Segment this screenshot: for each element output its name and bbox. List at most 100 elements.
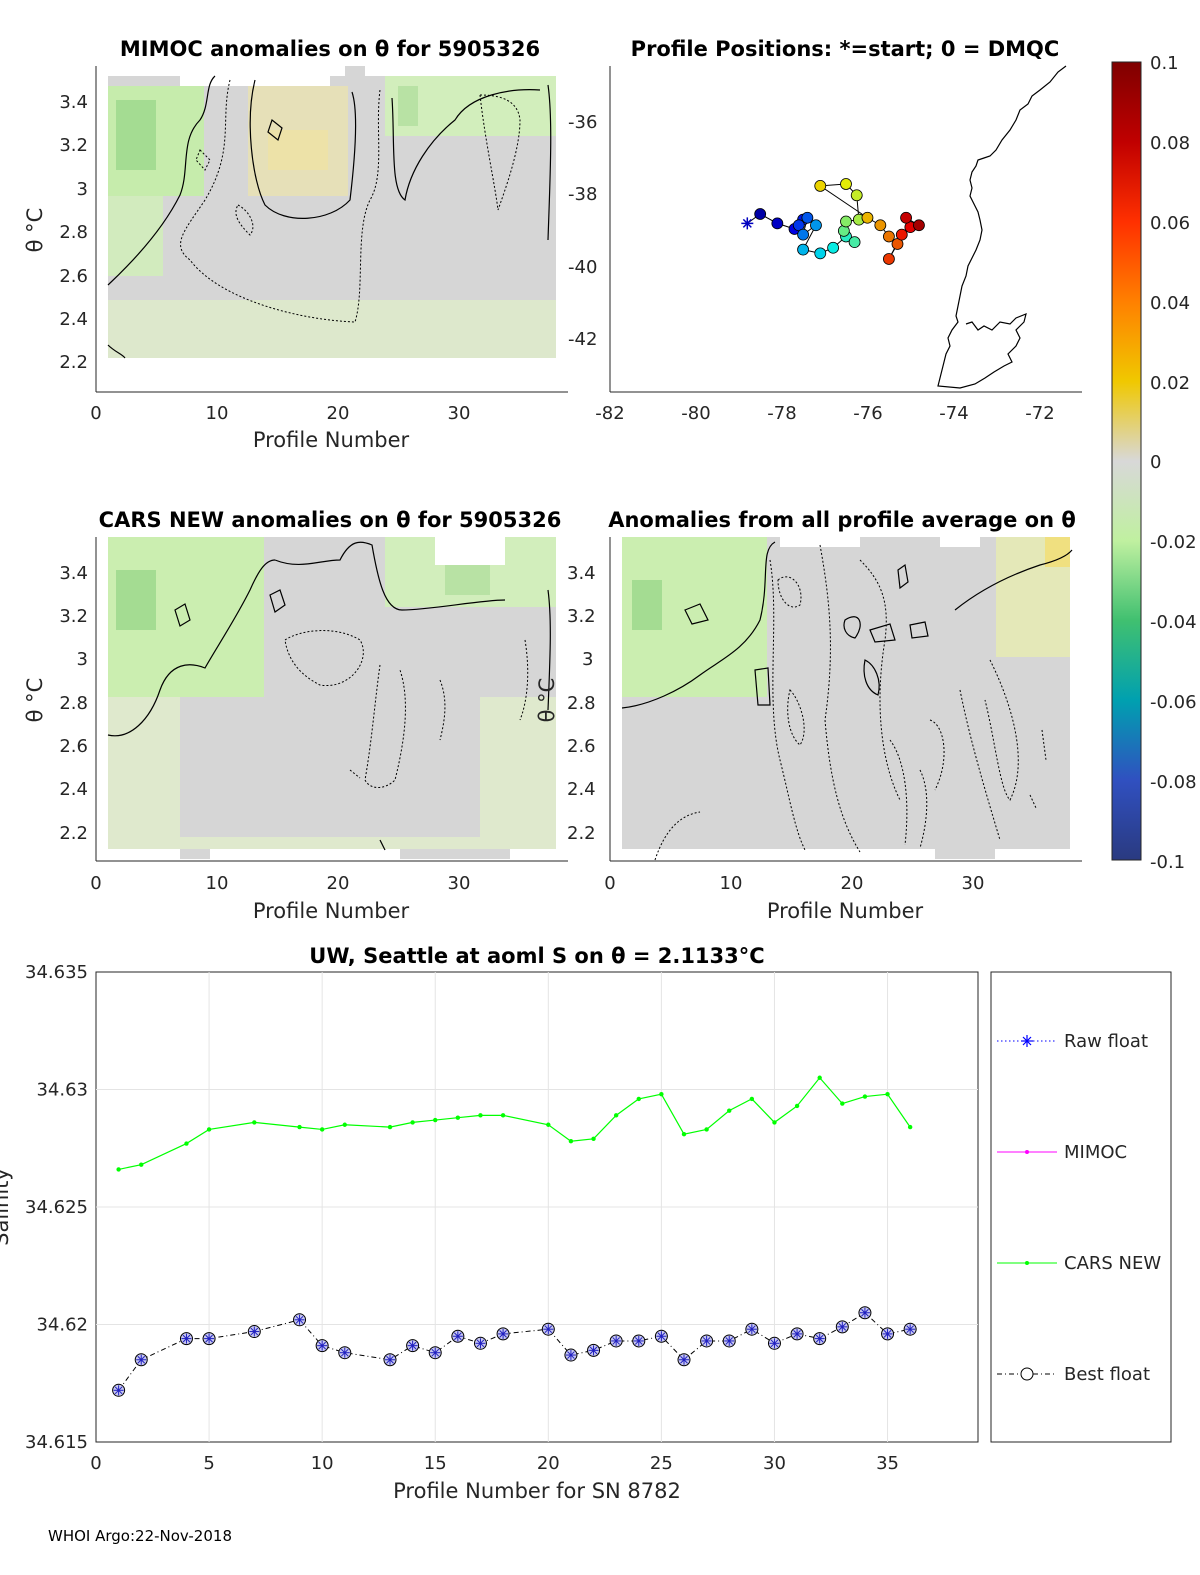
colorbar-tick: -0.1 [1150,852,1185,873]
x-tick: 35 [876,1453,899,1474]
y-tick: -40 [568,257,597,278]
grid-lines [96,972,978,1442]
track-point [861,211,874,224]
cars-new-point [772,1120,777,1125]
track-point [840,178,852,190]
y-tick: 3.2 [59,135,88,156]
x-tick: 20 [841,873,864,894]
dot-marker-icon [1025,1261,1029,1265]
cars-new-point [613,1113,619,1118]
cars-new-point [410,1120,415,1125]
legend: Raw float MIMOC CARS NEW Best float [990,971,1172,1443]
panel-mimoc: MIMOC anomalies on θ for 5905326 [23,37,568,452]
x-tick: 30 [448,873,471,894]
panel-average: Anomalies from all profile average on θ [535,508,1082,923]
x-tick: 5 [203,1453,214,1474]
panel-positions-xticks: -82 -80 -78 -76 -74 -72 [595,403,1054,424]
best-float-point [134,1353,148,1367]
y-tick: 2.4 [59,779,88,800]
panel-salinity-title: UW, Seattle at aoml S on θ = 2.1133°C [309,944,764,968]
cars-new-point [455,1115,461,1120]
best-float-point [247,1325,261,1339]
cars-new-point [704,1127,709,1132]
y-tick: 3.2 [59,606,88,627]
best-float-point [745,1322,759,1336]
track-point [797,243,809,256]
best-float-point [722,1334,736,1348]
best-float-point [677,1353,691,1367]
panel-average-yticks: 2.2 2.4 2.6 2.8 3 3.2 3.4 [567,563,596,844]
cars-new-point [387,1124,393,1130]
panel-mimoc-contours [107,75,552,359]
panel-cars-xlabel: Profile Number [253,899,410,923]
cars-new-point [817,1075,822,1080]
panel-average-xticks: 0 10 20 30 [604,873,984,894]
y-tick: 2.2 [59,352,88,373]
track-point [771,217,784,230]
track-point [895,228,908,241]
x-tick: 30 [448,403,471,424]
track-point [900,211,912,224]
y-tick: 34.62 [36,1315,88,1336]
panel-positions-title: Profile Positions: *=start; 0 = DMQC [631,37,1060,61]
y-tick: -36 [568,112,597,133]
panel-mimoc-ylabel: θ °C [23,208,47,253]
star-marker-icon [1021,1035,1033,1047]
x-tick: 25 [650,1453,673,1474]
cars-new-point [681,1131,687,1137]
track-point [874,219,887,232]
cars-new-point [139,1162,144,1167]
best-float-point [383,1353,397,1367]
legend-label: MIMOC [1064,1142,1127,1163]
best-float-point [587,1343,601,1357]
cars-new-point [297,1124,302,1130]
track-point [827,241,840,254]
x-tick: -74 [939,403,968,424]
cars-new-point [184,1141,189,1146]
panel-cars-dotted-contours [284,630,529,788]
panel-salinity-ylabel: Salinity [0,1168,13,1246]
best-float-point [541,1322,555,1336]
panel-cars-heatmap [108,537,556,859]
x-tick: 0 [90,1453,101,1474]
panel-average-title: Anomalies from all profile average on θ [608,508,1076,532]
colorbar-ticks: 0.1 0.08 0.06 0.04 0.02 0 -0.02 -0.04 -0… [1150,53,1197,873]
legend-cars-new: CARS NEW [997,1253,1161,1274]
cars-new-point [749,1096,755,1102]
cars-new-point [478,1113,483,1118]
best-float-point [835,1320,849,1334]
panel-average-xlabel: Profile Number [767,899,924,923]
y-tick: 3 [77,179,88,200]
best-float-point [338,1346,352,1360]
x-tick: -78 [767,403,796,424]
colorbar-tick: -0.02 [1150,532,1197,553]
colorbar-tick: -0.06 [1150,692,1197,713]
panel-cars-yticks: 2.2 2.4 2.6 2.8 3 3.2 3.4 [59,563,88,844]
panel-mimoc-heatmap [108,66,556,358]
panel-cars-ylabel: θ °C [23,678,47,723]
panel-mimoc-dotted-contours [180,79,521,323]
legend-best-float: Best float [997,1364,1150,1385]
y-tick: -42 [568,329,597,350]
x-tick: 20 [327,873,350,894]
track-point [913,219,925,232]
best-float-point [179,1332,193,1346]
track-point [814,247,827,260]
footer-credit: WHOI Argo:22-Nov-2018 [48,1527,232,1545]
best-float-point [903,1322,917,1336]
best-float-point [293,1313,307,1327]
profile-track [741,178,925,265]
cars-new-point [252,1120,257,1125]
y-tick: 34.635 [25,962,88,983]
panel-mimoc-xticks: 0 10 20 30 [90,403,470,424]
y-tick: 2.8 [59,693,88,714]
x-tick: 20 [327,403,350,424]
best-float-point [112,1383,126,1397]
x-tick: 15 [424,1453,447,1474]
track-point [850,189,863,202]
track-point [848,236,861,249]
best-float-point [428,1346,442,1360]
colorbar-tick: 0 [1150,452,1161,473]
x-tick: 0 [604,873,615,894]
